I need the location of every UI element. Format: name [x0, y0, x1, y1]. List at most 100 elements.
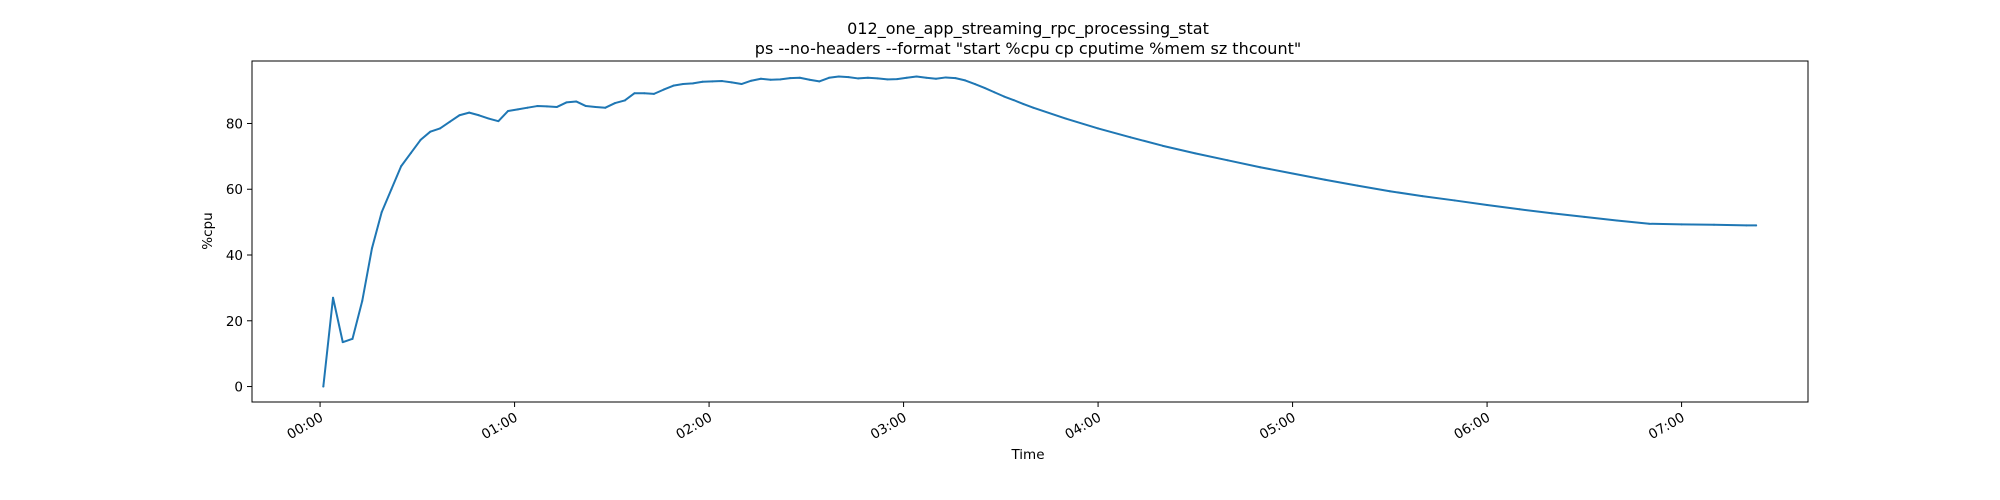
series-line-cpu — [322, 75, 1758, 388]
data-point — [964, 79, 967, 82]
data-point — [507, 109, 510, 112]
data-point — [497, 120, 500, 123]
plot-area-frame — [251, 60, 1809, 403]
data-point — [701, 80, 704, 83]
data-point — [1291, 172, 1294, 175]
data-point — [332, 296, 335, 299]
data-point — [584, 105, 587, 108]
x-axis-label: Time — [1010, 447, 1044, 463]
data-point — [896, 78, 899, 81]
data-point — [691, 82, 694, 85]
data-point — [594, 106, 597, 109]
data-point — [886, 78, 889, 81]
data-point — [1064, 117, 1067, 120]
y-tick-label: 20 — [226, 314, 243, 330]
data-point — [925, 76, 928, 79]
data-point — [857, 77, 860, 80]
data-point — [322, 385, 325, 388]
data-point — [1259, 166, 1262, 169]
data-point — [944, 76, 947, 79]
data-point — [341, 341, 344, 344]
x-tick-label: 05:00 — [1257, 410, 1299, 443]
data-point — [759, 77, 762, 80]
data-point — [419, 138, 422, 141]
data-point — [516, 108, 519, 111]
data-point — [1518, 208, 1521, 211]
data-point — [876, 77, 879, 80]
data-point — [682, 83, 685, 86]
data-point — [721, 80, 724, 83]
data-point — [370, 247, 373, 250]
data-point — [604, 106, 607, 109]
data-point — [565, 101, 568, 104]
x-tick-label: 06:00 — [1451, 410, 1493, 443]
data-point — [1648, 222, 1651, 225]
data-point — [614, 102, 617, 105]
data-point — [536, 105, 539, 108]
y-tick-label: 40 — [226, 248, 243, 264]
data-point — [380, 211, 383, 214]
chart-subtitle: ps --no-headers --format "start %cpu cp … — [755, 39, 1301, 58]
data-point — [973, 83, 976, 86]
y-tick-label: 60 — [226, 182, 243, 198]
data-point — [1712, 223, 1715, 226]
data-point — [1003, 95, 1006, 98]
data-point — [575, 100, 578, 103]
data-point — [458, 114, 461, 117]
data-point — [915, 75, 918, 78]
y-tick-label: 0 — [234, 380, 243, 396]
x-tick-label: 07:00 — [1646, 410, 1688, 443]
data-point — [1755, 224, 1758, 227]
data-point — [711, 80, 714, 83]
x-tick-label: 02:00 — [673, 410, 715, 443]
data-point — [409, 152, 412, 155]
data-point — [769, 78, 772, 81]
data-point — [934, 77, 937, 80]
data-point — [798, 76, 801, 79]
data-point — [1453, 199, 1456, 202]
data-point — [1194, 152, 1197, 155]
y-axis: 0 20 40 60 80 — [226, 116, 252, 396]
data-point — [1388, 190, 1391, 193]
data-point — [1550, 212, 1553, 215]
data-point — [351, 337, 354, 340]
y-tick-label: 80 — [226, 116, 243, 132]
data-point — [1097, 127, 1100, 130]
data-point — [390, 188, 393, 191]
data-point — [1012, 99, 1015, 102]
data-point — [526, 106, 529, 109]
data-point — [643, 92, 646, 95]
data-point — [905, 76, 908, 79]
data-point — [487, 117, 490, 120]
data-point — [779, 78, 782, 81]
series-points — [322, 75, 1758, 388]
data-point — [750, 79, 753, 82]
data-point — [866, 76, 869, 79]
data-point — [818, 80, 821, 83]
data-point — [983, 86, 986, 89]
data-point — [1615, 219, 1618, 222]
data-point — [448, 120, 451, 123]
data-point — [1129, 136, 1132, 139]
data-point — [652, 92, 655, 95]
data-point — [954, 77, 957, 80]
data-point — [662, 88, 665, 91]
data-point — [623, 99, 626, 102]
x-tick-label: 03:00 — [868, 410, 910, 443]
x-tick-label: 01:00 — [479, 410, 521, 443]
chart-title: 012_one_app_streaming_rpc_processing_sta… — [847, 19, 1209, 39]
data-point — [1161, 144, 1164, 147]
data-point — [1680, 223, 1683, 226]
data-point — [1356, 184, 1359, 187]
data-point — [1421, 195, 1424, 198]
data-point — [847, 76, 850, 79]
data-point — [730, 81, 733, 84]
data-point — [1745, 224, 1748, 227]
data-point — [828, 76, 831, 79]
data-point — [477, 114, 480, 117]
data-point — [545, 105, 548, 108]
y-axis-label: %cpu — [200, 212, 216, 249]
data-point — [1022, 103, 1025, 106]
data-point — [555, 106, 558, 109]
